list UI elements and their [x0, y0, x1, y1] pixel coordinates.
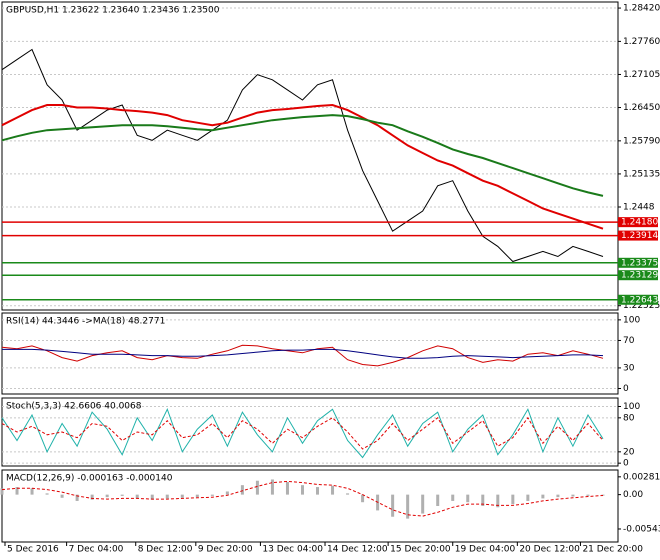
series-line	[2, 348, 604, 359]
y-tick-label: 100	[623, 315, 640, 325]
panel-frame	[1, 397, 619, 467]
panel-title: RSI(14) 44.3446 ->MA(18) 48.2771	[6, 317, 165, 327]
y-tick-label: 0	[623, 384, 629, 394]
y-tick-label: 0	[623, 459, 629, 469]
level-label-box	[618, 294, 658, 305]
x-tick-label: 9 Dec 20:00	[198, 545, 253, 555]
panel-title: MACD(12,26,9) -0.000163 -0.000140	[6, 474, 173, 484]
x-tick-label: 21 Dec 20:00	[582, 545, 643, 555]
y-tick-label: 1.27105	[623, 70, 660, 80]
level-label: 1.24180	[621, 218, 658, 228]
y-tick-label: 1.22525	[623, 301, 660, 311]
series-line	[1, 344, 604, 367]
y-tick-label: 1.28420	[623, 4, 660, 14]
series-line	[1, 416, 604, 450]
y-tick-label: 0.002818	[623, 472, 660, 482]
panel-title: Stoch(5,3,3) 42.6606 40.0068	[6, 402, 142, 412]
series-line	[1, 48, 604, 263]
x-tick-label: 19 Dec 04:00	[455, 545, 516, 555]
y-tick-label: 100	[623, 402, 640, 412]
series-line	[1, 114, 604, 197]
level-label: 1.23914	[621, 231, 658, 241]
y-tick-label: 1.2448	[623, 202, 655, 212]
x-tick-label: 20 Dec 12:00	[519, 545, 580, 555]
level-label: 1.22643	[621, 295, 658, 305]
x-tick-label: 8 Dec 12:00	[138, 545, 193, 555]
series-line	[1, 408, 604, 459]
x-tick-label: 14 Dec 12:00	[327, 545, 388, 555]
y-tick-label: 1.27760	[623, 37, 660, 47]
panel-title: GBPUSD,H1 1.23622 1.23640 1.23436 1.2350…	[6, 6, 220, 16]
level-label-box	[618, 257, 658, 268]
level-label-box	[618, 230, 658, 241]
y-tick-label: 30	[623, 363, 635, 373]
level-label-box	[618, 270, 658, 281]
y-tick-label: 70	[623, 336, 635, 346]
series-line	[1, 103, 604, 230]
x-tick-label: 13 Dec 04:00	[262, 545, 323, 555]
y-tick-label: -0.005439	[623, 524, 660, 534]
x-tick-label: 7 Dec 04:00	[69, 545, 124, 555]
panel-frame	[1, 312, 619, 395]
series-line	[1, 480, 604, 517]
x-tick-label: 15 Dec 20:00	[390, 545, 451, 555]
level-label-box	[618, 217, 658, 228]
panel-frame	[1, 469, 619, 543]
y-tick-label: 1.25790	[623, 136, 660, 146]
y-tick-label: 80	[623, 413, 635, 423]
level-label: 1.23375	[621, 258, 658, 268]
y-tick-label: 20	[623, 447, 635, 457]
panel-frame	[1, 1, 619, 311]
y-tick-label: 0.00	[623, 490, 643, 500]
y-tick-label: 1.25135	[623, 169, 660, 179]
x-tick-label: 5 Dec 2016	[7, 545, 59, 555]
y-tick-label: 1.26450	[623, 103, 660, 113]
level-label: 1.23129	[621, 271, 658, 281]
